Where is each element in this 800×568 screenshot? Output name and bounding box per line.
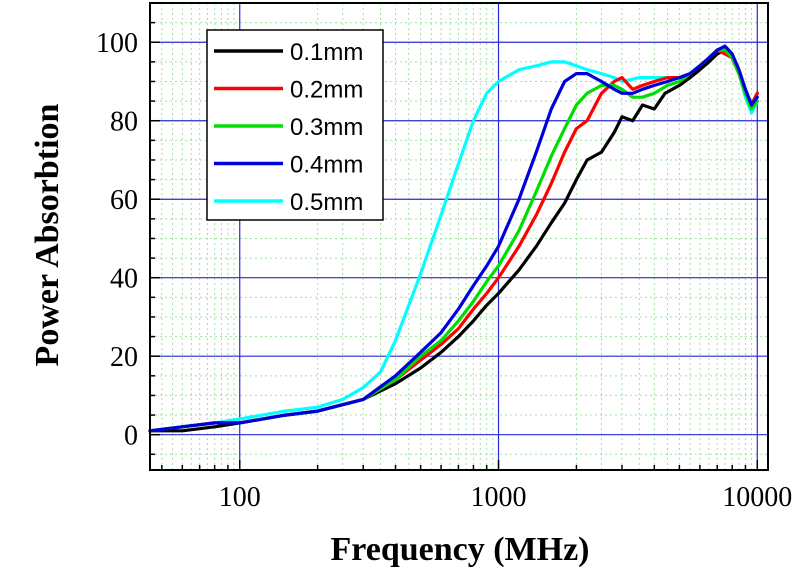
- y-tick-label: 60: [110, 185, 138, 216]
- y-tick-label: 80: [110, 107, 138, 138]
- y-tick-label: 40: [110, 264, 138, 295]
- x-tick-label: 10000: [722, 482, 792, 513]
- x-tick-label: 100: [219, 482, 261, 513]
- legend-label-0.1mm: 0.1mm: [290, 39, 363, 66]
- legend: 0.1mm 0.2mm 0.3mm 0.4mm 0.5mm: [206, 29, 384, 221]
- minor-grid: [150, 3, 768, 470]
- legend-label-0.2mm: 0.2mm: [290, 77, 363, 104]
- legend-label-0.3mm: 0.3mm: [290, 114, 363, 141]
- y-tick-label: 20: [110, 342, 138, 373]
- axis-tick-labels: 100 1000 10000 0 20 40 60 80 100: [96, 28, 792, 513]
- major-grid: [150, 3, 768, 470]
- x-axis-title: Frequency (MHz): [330, 531, 589, 568]
- legend-label-0.5mm: 0.5mm: [290, 189, 363, 216]
- y-axis-title: Power Absorbtion: [29, 103, 66, 366]
- y-tick-label: 0: [124, 421, 138, 452]
- legend-label-0.4mm: 0.4mm: [290, 152, 363, 179]
- axis-ticks: [150, 21, 759, 470]
- x-tick-label: 1000: [471, 482, 527, 513]
- series-line-0.4mm: [148, 44, 759, 433]
- y-tick-label: 100: [96, 28, 138, 59]
- series-lines: [148, 44, 759, 433]
